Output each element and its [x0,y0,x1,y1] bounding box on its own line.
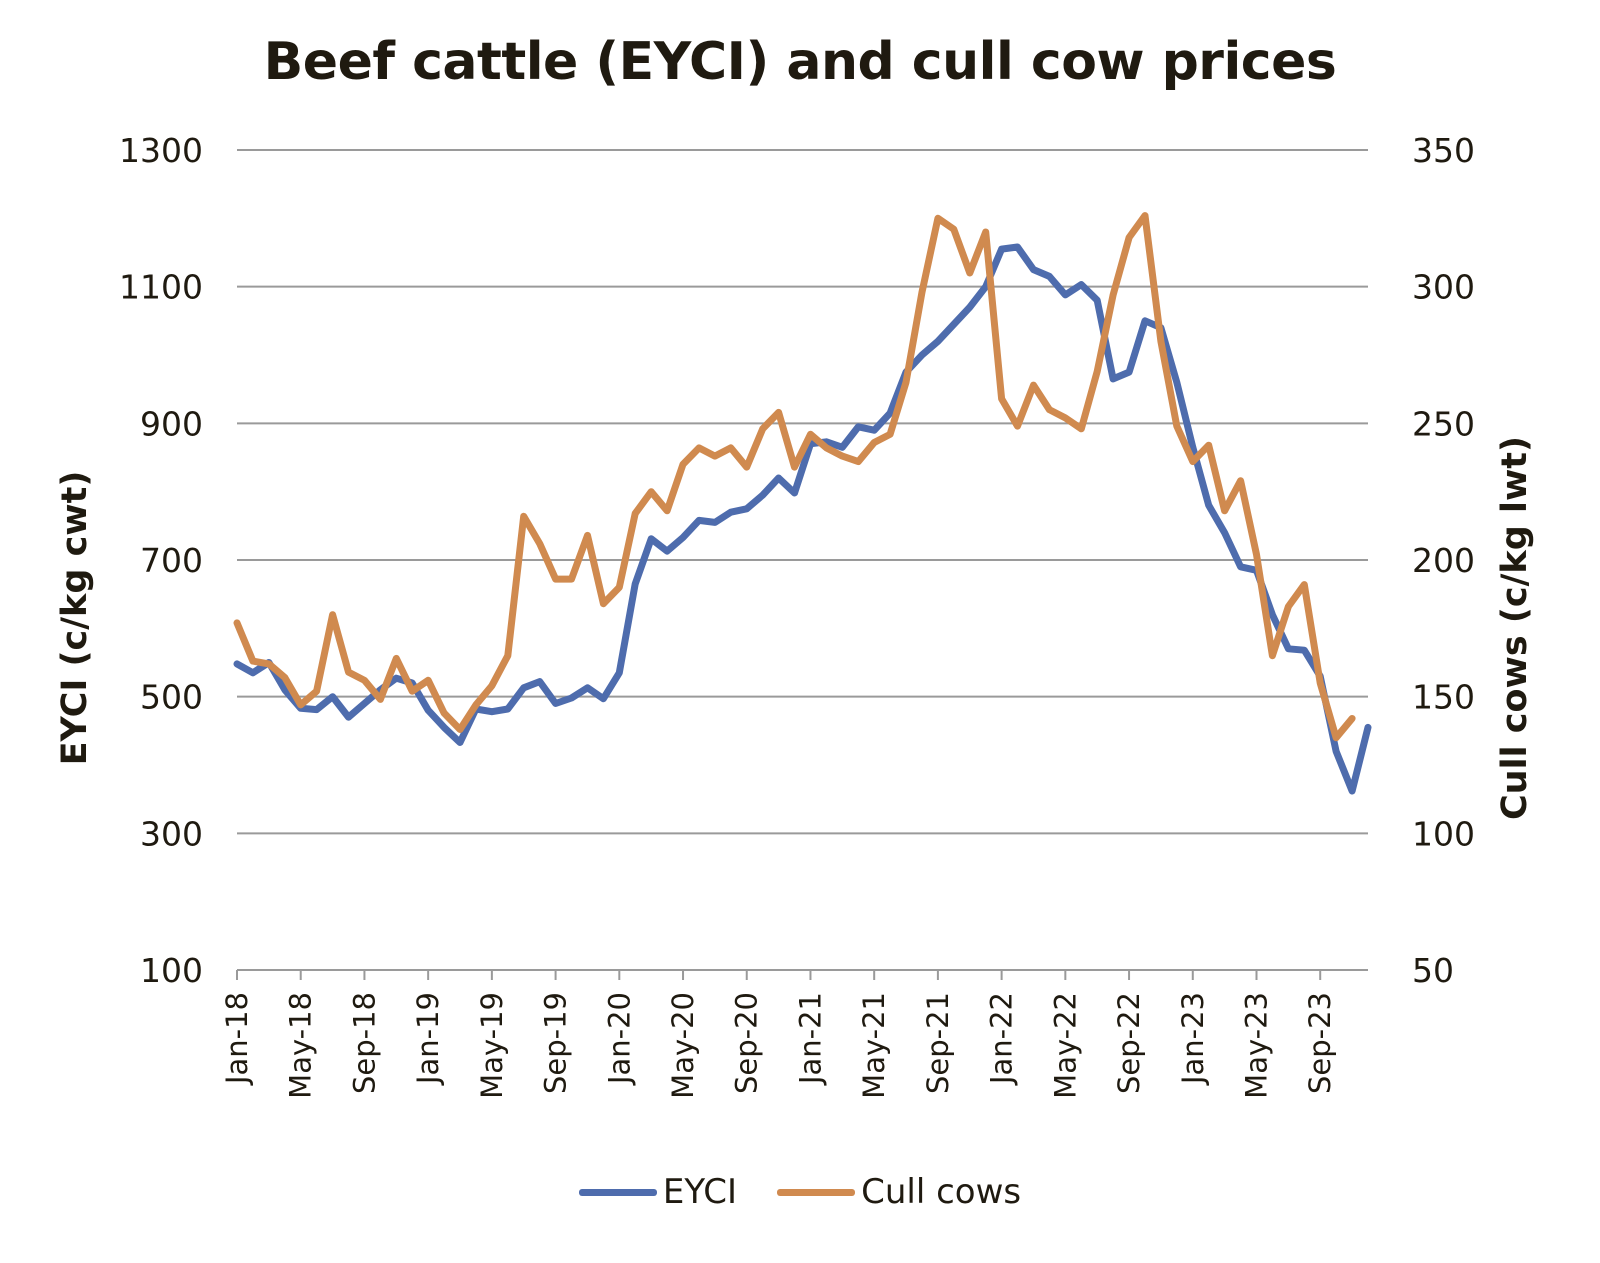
legend-swatch-eyci [578,1188,657,1196]
gridlines [237,149,1368,835]
x-tick-label: May-23 [1239,992,1273,1099]
x-tick-label: Jan-19 [411,992,445,1086]
x-tick-label: Jan-22 [985,992,1019,1086]
chart-title: Beef cattle (EYCI) and cull cow prices [263,32,1337,92]
y-tick-label: 700 [140,541,203,580]
legend-label-cull-cows: Cull cows [861,1172,1022,1212]
y-tick-label: 500 [140,678,203,717]
series-lines [233,212,1372,795]
x-tick-label: Jan-23 [1176,992,1210,1086]
x-tick-label: Sep-18 [347,992,381,1094]
x-tick-label: May-20 [666,992,700,1099]
x-tick-label: Jan-18 [220,992,254,1086]
legend: EYCI Cull cows [0,1172,1600,1212]
x-tick-label: Sep-23 [1303,992,1337,1094]
x-tick-label: May-22 [1048,992,1082,1099]
x-tick-label: May-21 [857,992,891,1099]
x-tick-label: May-18 [284,992,318,1099]
legend-label-eyci: EYCI [662,1172,738,1212]
y-axis-title: EYCI (c/kg cwt) [55,471,95,766]
series-line-eyci [233,243,1372,795]
y-tick-label: 1100 [119,268,203,307]
legend-item-cull-cows[interactable]: Cull cows [777,1172,1021,1212]
x-tick-label: Sep-21 [921,992,955,1094]
x-tick-label: Sep-22 [1112,992,1146,1094]
axes: 1300 350 1100 300 900 250 700 200 500 150 300 100 10… [119,131,1475,1099]
y2-axis-title: Cull cows (c/kg lwt) [1495,436,1535,820]
y2-tick-label: 300 [1412,268,1475,307]
y2-tick-label: 150 [1412,678,1475,717]
y2-tick-label: 250 [1412,404,1475,443]
legend-swatch-cull-cows [777,1188,856,1196]
y2-tick-label: 50 [1412,951,1454,990]
legend-item-eyci[interactable]: EYCI [578,1172,738,1212]
y-tick-label: 100 [140,951,203,990]
x-tick-label: Jan-21 [793,992,827,1086]
y2-tick-label: 350 [1412,131,1475,170]
x-tick-label: Jan-20 [602,992,636,1086]
x-tick-label: Sep-20 [730,992,764,1094]
y-tick-label: 300 [140,814,203,853]
y2-tick-label: 200 [1412,541,1475,580]
x-tick-label: May-19 [475,992,509,1099]
y-tick-label: 900 [140,404,203,443]
x-tick-label: Sep-19 [539,992,573,1094]
y2-tick-label: 100 [1412,814,1475,853]
y-tick-label: 1300 [119,131,203,170]
series-line-cull-cows [233,212,1356,742]
